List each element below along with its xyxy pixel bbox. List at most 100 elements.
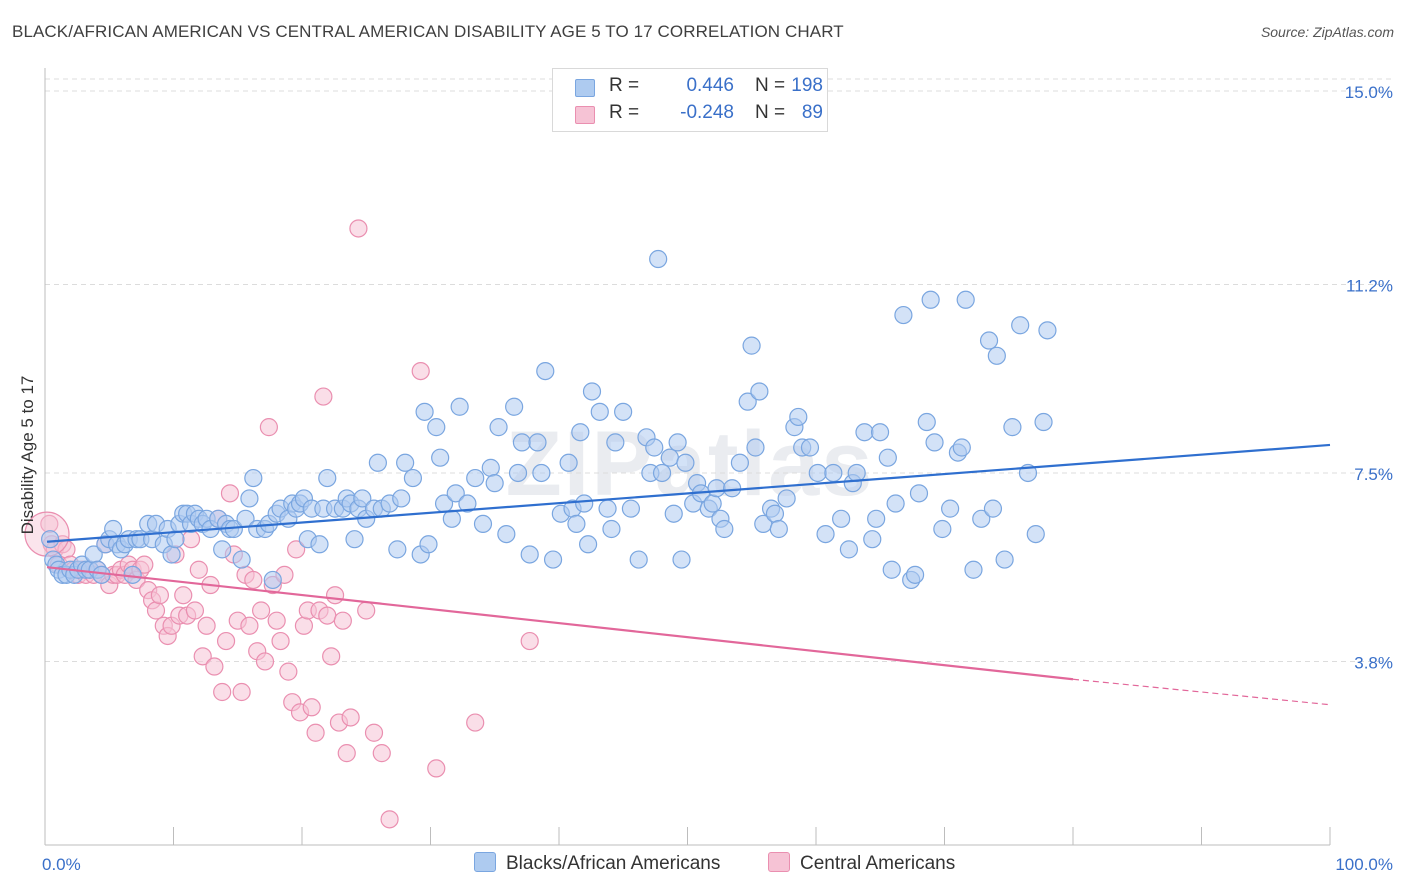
blue-data-point [886,494,905,513]
blue-data-point [909,484,929,503]
pink-data-point [372,744,391,763]
blue-data-point [244,468,263,488]
pink-data-point [306,723,325,742]
blue-data-point [816,524,835,544]
blue-data-point [952,438,971,457]
blue-data-point [263,570,282,590]
blue-data-point [368,453,387,472]
blue-data-point [925,433,944,452]
pink-data-point [520,631,539,651]
y-tick-label: 11.2% [1346,277,1393,296]
pink-data-point [181,530,201,549]
pink-data-point [205,657,224,676]
blue-data-point [941,499,960,518]
y-tick-label: 15.0% [1345,83,1393,102]
blue-data-point [645,438,664,457]
pink-data-point [337,744,356,763]
blue-data-point [824,463,843,483]
blue-data-point [769,519,788,539]
source-label: Source: ZipAtlas.com [1260,24,1394,40]
legend-item-blacks[interactable]: Blacks/African Americans [474,852,720,875]
blue-data-point [746,438,765,457]
blue-data-point [894,305,913,325]
blue-data-point [715,519,734,539]
blue-data-point [1034,412,1053,432]
blue-data-point [1011,316,1030,335]
blue-data-point [867,509,886,528]
pink-data-point [220,484,240,503]
legend-label: Blacks/African Americans [506,853,721,874]
blue-data-point [310,535,329,554]
r-value: -0.248 [680,102,734,123]
pink-data-point [174,586,193,605]
blue-data-point [765,504,785,523]
chart-title: BLACK/AFRICAN AMERICAN VS CENTRAL AMERIC… [12,22,844,41]
blue-data-point [536,361,555,381]
n-value: 198 [791,75,823,96]
axes [44,68,1331,846]
blue-data-point [427,418,446,437]
r-label: R = [609,102,640,123]
legend-label: Central Americans [800,853,956,874]
x-tick-label: 100.0% [1335,855,1393,874]
pink-trend-line-extension [1072,678,1331,706]
pink-data-point [255,652,275,671]
blue-data-point [614,402,633,421]
blue-data-point [571,423,590,442]
blue-data-point [485,474,504,493]
blue-data-point [933,519,952,539]
pink-data-point [364,723,384,742]
blue-data-point [738,392,757,411]
pink-data-point [240,616,259,635]
blue-data-point [582,382,602,401]
pink-data-point [318,606,337,625]
legend-blue-swatch [474,852,496,872]
pink-data-point [380,810,399,829]
blue-data-point [415,402,434,421]
pink-data-point [411,361,430,381]
blue-data-point [559,453,578,472]
blue-data-point [882,560,901,579]
blue-data-point [442,509,461,528]
pink-data-point [333,611,352,630]
blue-data-point [489,418,508,437]
blue-data-point [964,560,983,579]
blue-data-point [240,489,259,508]
pink-data-point [185,601,205,620]
blue-data-point [578,535,598,554]
blue-trend-line [46,443,1331,543]
blue-data-point [598,499,617,518]
pink-data-point [294,616,314,635]
pink-data-point [267,611,286,630]
blue-data-point [972,509,991,528]
blue-data-point [353,489,372,508]
blue-data-point [446,484,465,503]
blue-data-point [575,494,594,513]
pink-data-point [213,682,232,702]
blue-data-point [703,494,722,513]
blue-data-point [870,423,890,442]
pink-data-point [314,387,333,406]
blue-data-point [473,514,493,534]
blue-data-point [392,489,411,508]
blue-data-point [664,504,683,523]
pink-data-point [252,601,271,620]
blue-data-point [723,479,742,498]
blue-data-point [41,530,60,549]
legend-item-central-americans[interactable]: Central Americans [768,852,955,875]
pink-data-point [259,418,278,437]
pink-data-point [146,601,166,620]
n-label: N = [755,75,786,96]
blue-data-point [505,397,524,416]
pink-trend-line [46,566,1074,681]
blue-data-point [396,453,415,472]
y-tick-label: 3.8% [1354,653,1393,672]
blue-data-point [1038,321,1057,340]
blue-data-point [458,494,477,513]
blue-data-point [232,550,251,569]
pink-data-point [287,540,306,559]
blue-data-point [162,545,181,564]
blue-data-point [567,514,586,534]
blue-data-point [917,412,936,432]
